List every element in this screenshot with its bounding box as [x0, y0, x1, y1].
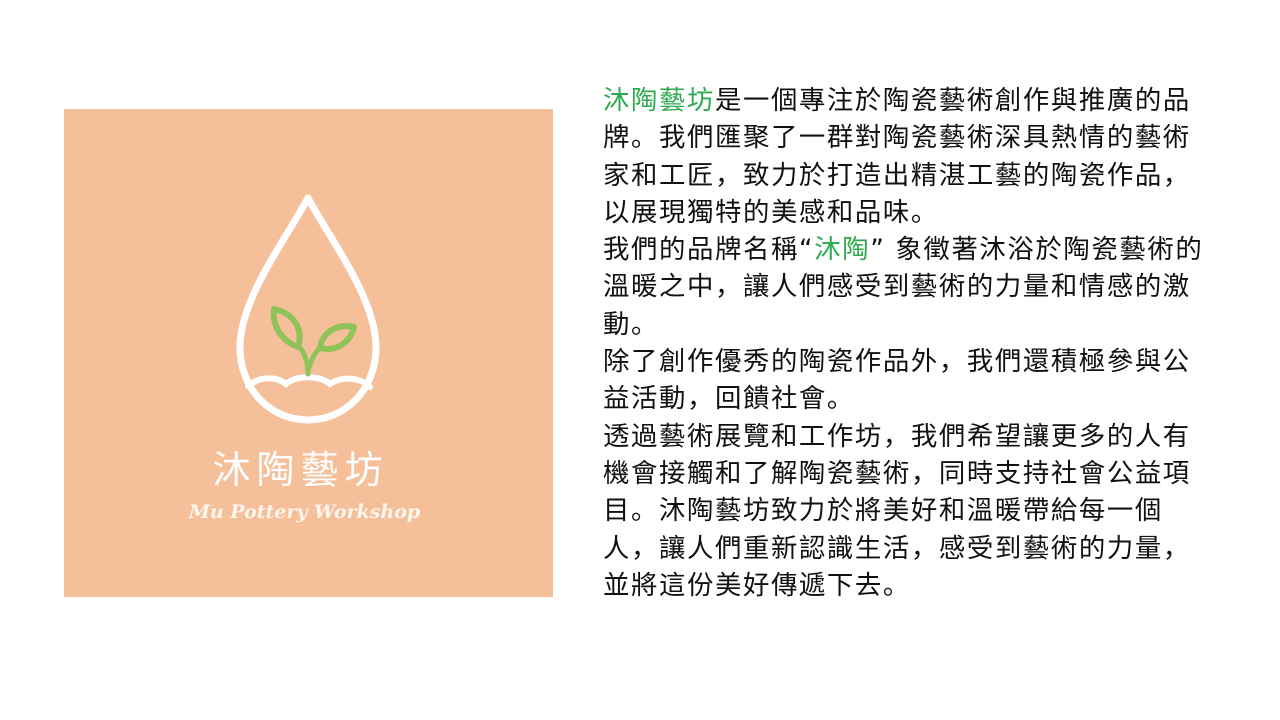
logo-subtitle: Mu Pottery Workshop — [188, 501, 421, 523]
paragraph-text: 是一個專注於陶瓷藝術創作與推廣的品牌。我們匯聚了一群對陶瓷藝術深具熱情的藝術家和… — [603, 85, 1191, 228]
paragraph-2: 我們的品牌名稱“沐陶” 象徵著沐浴於陶瓷藝術的溫暖之中，讓人們感受到藝術的力量和… — [603, 231, 1218, 343]
logo-name: 沐陶藝坊 — [212, 448, 389, 492]
paragraph-text: 我們的品牌名稱“ — [603, 234, 815, 266]
brand-name-highlight: 沐陶藝坊 — [603, 85, 715, 116]
paragraph-1: 沐陶藝坊是一個專注於陶瓷藝術創作與推廣的品牌。我們匯聚了一群對陶瓷藝術深具熱情的… — [603, 82, 1218, 231]
paragraph-3: 除了創作優秀的陶瓷作品外，我們還積極參與公益活動，回饋社會。 — [603, 346, 1191, 415]
description-text: 沐陶藝坊是一個專注於陶瓷藝術創作與推廣的品牌。我們匯聚了一群對陶瓷藝術深具熱情的… — [603, 82, 1218, 604]
paragraph-4: 透過藝術展覽和工作坊，我們希望讓更多的人有機會接觸和了解陶瓷藝術，同時支持社會公… — [603, 420, 1191, 601]
water-drop-sprout-icon — [236, 194, 380, 424]
brand-name-highlight: 沐陶 — [814, 234, 871, 266]
paragraph-text: ” 象徵著沐浴於陶瓷藝術的溫暖之中，讓人們感受到藝術的力量和情感的激動。 — [603, 234, 1204, 340]
brand-logo: 沐陶藝坊 Mu Pottery Workshop — [64, 109, 553, 597]
